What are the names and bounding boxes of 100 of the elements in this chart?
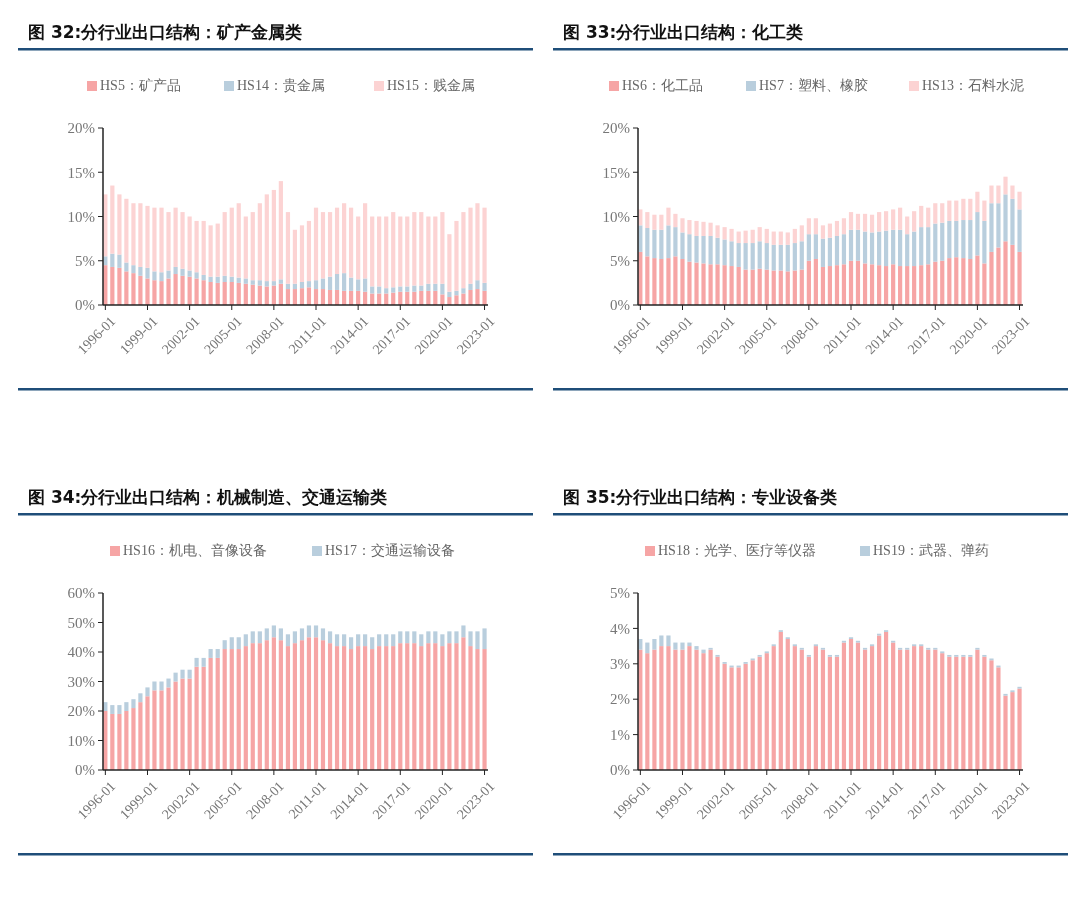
bar <box>243 278 248 284</box>
bar <box>848 260 854 305</box>
bar <box>926 264 931 305</box>
legend-label: HS15：贱金属 <box>387 78 475 93</box>
bar <box>750 243 755 270</box>
bar <box>820 225 826 239</box>
bar <box>320 289 326 305</box>
bar <box>124 711 129 770</box>
bar <box>771 231 776 245</box>
y-tick-label: 2% <box>610 691 630 708</box>
bar <box>391 287 396 293</box>
bar <box>482 649 487 770</box>
bar <box>348 277 354 291</box>
bar <box>926 227 931 265</box>
bar <box>771 646 776 770</box>
bar <box>482 282 487 291</box>
y-tick-label: 3% <box>610 656 630 673</box>
bar <box>820 238 826 267</box>
bar <box>687 234 692 262</box>
bar <box>159 681 164 691</box>
bar <box>124 198 129 263</box>
bar <box>989 660 994 770</box>
bar <box>419 646 424 770</box>
bar <box>785 232 790 245</box>
bar <box>968 258 973 305</box>
bar <box>180 275 185 305</box>
bar <box>898 266 903 305</box>
bar <box>482 207 487 283</box>
bar <box>792 228 797 244</box>
legend-label: HS7：塑料、橡胶 <box>759 78 868 93</box>
bar <box>862 263 868 305</box>
bar <box>666 635 671 647</box>
bar <box>306 220 312 282</box>
bar <box>764 269 769 305</box>
bar <box>152 681 157 691</box>
bar <box>912 266 917 305</box>
bar <box>187 216 192 271</box>
bar <box>208 276 213 282</box>
y-tick-label: 15% <box>67 164 95 181</box>
bar <box>215 657 220 770</box>
bar <box>475 203 480 281</box>
bar <box>215 223 220 277</box>
bar <box>384 646 389 770</box>
legend-label: HS19：武器、弹药 <box>873 543 989 558</box>
bar <box>982 656 987 770</box>
bar <box>940 222 945 261</box>
bar <box>299 281 305 289</box>
bar <box>799 649 804 770</box>
bar <box>117 713 122 770</box>
bar <box>715 264 720 305</box>
bar <box>461 625 466 638</box>
bar <box>236 649 241 770</box>
bar <box>426 643 431 770</box>
bar <box>370 637 375 650</box>
bar <box>433 643 438 770</box>
bar <box>405 286 410 292</box>
bar <box>827 237 832 267</box>
bar <box>736 243 741 267</box>
bar <box>320 628 326 641</box>
bar <box>926 649 931 770</box>
bar <box>743 243 748 270</box>
bar <box>110 266 115 305</box>
legend-label: HS13：石料水泥 <box>922 78 1024 93</box>
bar <box>848 229 854 261</box>
bar <box>743 269 748 305</box>
bar <box>236 637 241 650</box>
bar <box>891 264 896 305</box>
bar <box>348 207 354 278</box>
bar <box>961 656 966 770</box>
bar <box>961 258 966 305</box>
bar <box>257 203 262 281</box>
bar <box>736 667 741 770</box>
bar <box>687 642 692 647</box>
bar <box>841 642 847 770</box>
bar <box>454 295 459 305</box>
bar <box>236 203 241 278</box>
bar <box>222 281 227 305</box>
bar <box>117 254 122 268</box>
bar <box>764 243 769 270</box>
bar <box>131 203 136 266</box>
bar <box>454 643 459 770</box>
bar <box>947 258 952 305</box>
bar <box>806 218 811 235</box>
bar <box>869 646 875 770</box>
bar <box>271 637 276 770</box>
y-tick-label: 5% <box>610 253 630 269</box>
bar <box>201 220 206 275</box>
bar <box>813 258 818 305</box>
bar <box>729 266 734 305</box>
bar <box>419 285 424 291</box>
bar <box>982 263 987 305</box>
bar <box>919 646 924 770</box>
bar <box>989 251 994 305</box>
bar <box>1003 241 1008 305</box>
bar <box>377 646 382 770</box>
bar <box>159 272 164 282</box>
bar <box>799 269 804 305</box>
bar <box>785 271 790 305</box>
bar <box>771 244 776 271</box>
bar <box>954 220 959 258</box>
